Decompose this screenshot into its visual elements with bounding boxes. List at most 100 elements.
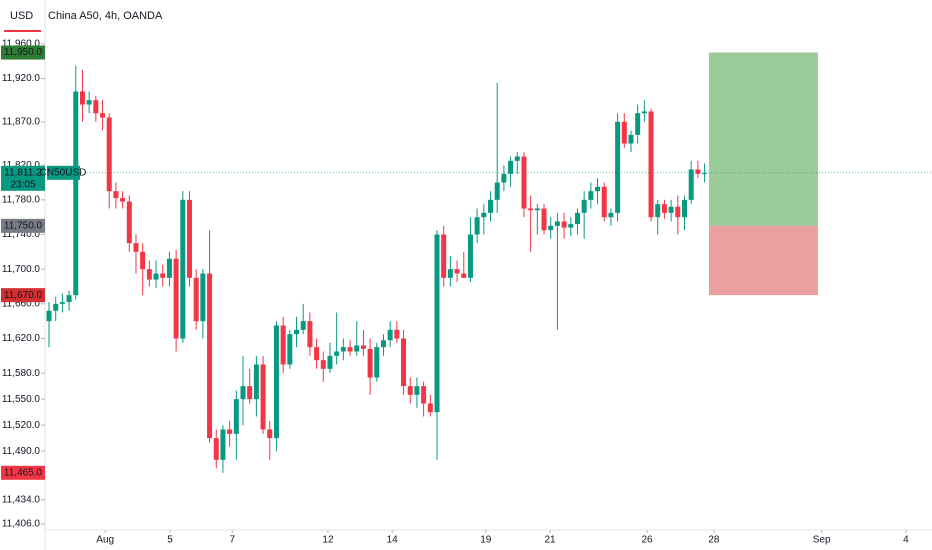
candle-body	[394, 329, 400, 339]
candle-body	[46, 310, 52, 322]
candle-body	[541, 208, 547, 231]
candle-body	[407, 386, 413, 395]
candle-body	[508, 160, 514, 174]
candle-body	[501, 173, 507, 183]
candle-body	[240, 386, 246, 400]
last-price-badge	[1, 165, 45, 191]
candle-body	[608, 212, 614, 218]
candle-body	[86, 100, 92, 105]
candle-body	[227, 429, 233, 434]
target-badge	[1, 45, 45, 60]
candle-body	[247, 386, 253, 400]
candle-body	[113, 191, 119, 199]
y-tick-label: 11,660.0	[2, 298, 41, 309]
candle-body	[601, 186, 607, 218]
candle-body	[695, 169, 701, 174]
candle-body	[120, 198, 126, 202]
candle-body	[180, 199, 186, 339]
candle-body	[635, 113, 641, 135]
candle-body	[126, 201, 132, 244]
x-tick-label: 14	[387, 535, 399, 546]
candle-body	[454, 269, 460, 274]
candle-body	[280, 325, 286, 365]
x-tick-label: 26	[641, 535, 653, 546]
currency-underline	[4, 30, 41, 32]
y-tick-label: 11,700.0	[2, 264, 41, 275]
candle-body	[688, 169, 694, 200]
candle-body	[213, 438, 219, 460]
candle-body	[360, 345, 366, 349]
entry-badge-label: 11,750.0	[4, 220, 43, 231]
candle-body	[340, 347, 346, 352]
candle-body	[494, 182, 500, 200]
x-tick-label: 19	[480, 535, 492, 546]
candle-body	[374, 347, 380, 378]
candle-body	[434, 234, 440, 413]
y-tick-label: 11,820.0	[2, 160, 41, 171]
candle-body	[260, 364, 266, 430]
candle-body	[106, 117, 112, 192]
candle-body	[100, 113, 106, 118]
candle-body	[314, 347, 320, 361]
candle-body	[521, 156, 527, 209]
candle-body	[140, 251, 146, 270]
candle-body	[481, 212, 487, 218]
candle-body	[675, 206, 681, 218]
y-tick-label: 11,620.0	[2, 333, 41, 344]
profit-zone	[709, 52, 818, 226]
candle-body	[621, 121, 627, 144]
symbol-label: CN50USD	[40, 167, 87, 178]
candle-body	[320, 360, 326, 369]
candle-body	[53, 303, 59, 311]
target-badge-label: 11,950.0	[4, 47, 43, 58]
y-tick-label: 11,920.0	[2, 73, 41, 84]
candle-body	[595, 186, 601, 192]
chart-title: China A50, 4h, OANDA	[48, 10, 163, 22]
alert-badge-label: 11,465.0	[4, 467, 43, 478]
candle-body	[488, 199, 494, 213]
candle-body	[427, 403, 433, 413]
y-tick-label: 11,520.0	[2, 420, 41, 431]
stop-badge	[1, 288, 45, 303]
symbol-tag	[47, 165, 80, 180]
candle-body	[554, 221, 560, 226]
candle-body	[334, 351, 340, 356]
candle-body	[193, 277, 199, 322]
candle-body	[421, 386, 427, 404]
candle-body	[615, 121, 621, 213]
y-tick-label: 11,580.0	[2, 368, 41, 379]
alert-badge	[1, 465, 45, 480]
candle-body	[648, 111, 654, 218]
candle-body	[253, 364, 259, 400]
countdown: 23:05	[10, 179, 35, 190]
x-tick-label: 21	[544, 535, 556, 546]
candle-body	[561, 221, 567, 228]
y-tick-label: 11,870.0	[2, 116, 41, 127]
candle-body	[514, 156, 520, 161]
candle-body	[380, 340, 386, 348]
y-tick-label: 11,780.0	[2, 194, 41, 205]
candle-body	[233, 399, 239, 434]
candle-body	[173, 258, 179, 339]
candle-body	[441, 234, 447, 278]
candle-body	[447, 269, 453, 278]
y-tick-label: 11,434.0	[2, 494, 41, 505]
y-tick-label: 11,960.0	[2, 39, 41, 50]
x-tick-label: 7	[230, 535, 236, 546]
candle-body	[273, 325, 279, 439]
candle-body	[153, 273, 159, 280]
candle-body	[461, 273, 467, 278]
entry-badge	[1, 218, 45, 233]
candle-body	[207, 273, 213, 439]
candle-body	[294, 329, 300, 335]
candle-body	[668, 206, 674, 213]
currency: USD	[10, 10, 33, 22]
candle-body	[414, 386, 420, 395]
last-price-label: 11,811.2	[4, 167, 42, 178]
candle-body	[681, 199, 687, 218]
candle-body	[354, 345, 360, 352]
candle-body	[548, 225, 554, 231]
candle-body	[474, 217, 480, 235]
candle-body	[59, 302, 65, 304]
candle-body	[186, 199, 192, 278]
